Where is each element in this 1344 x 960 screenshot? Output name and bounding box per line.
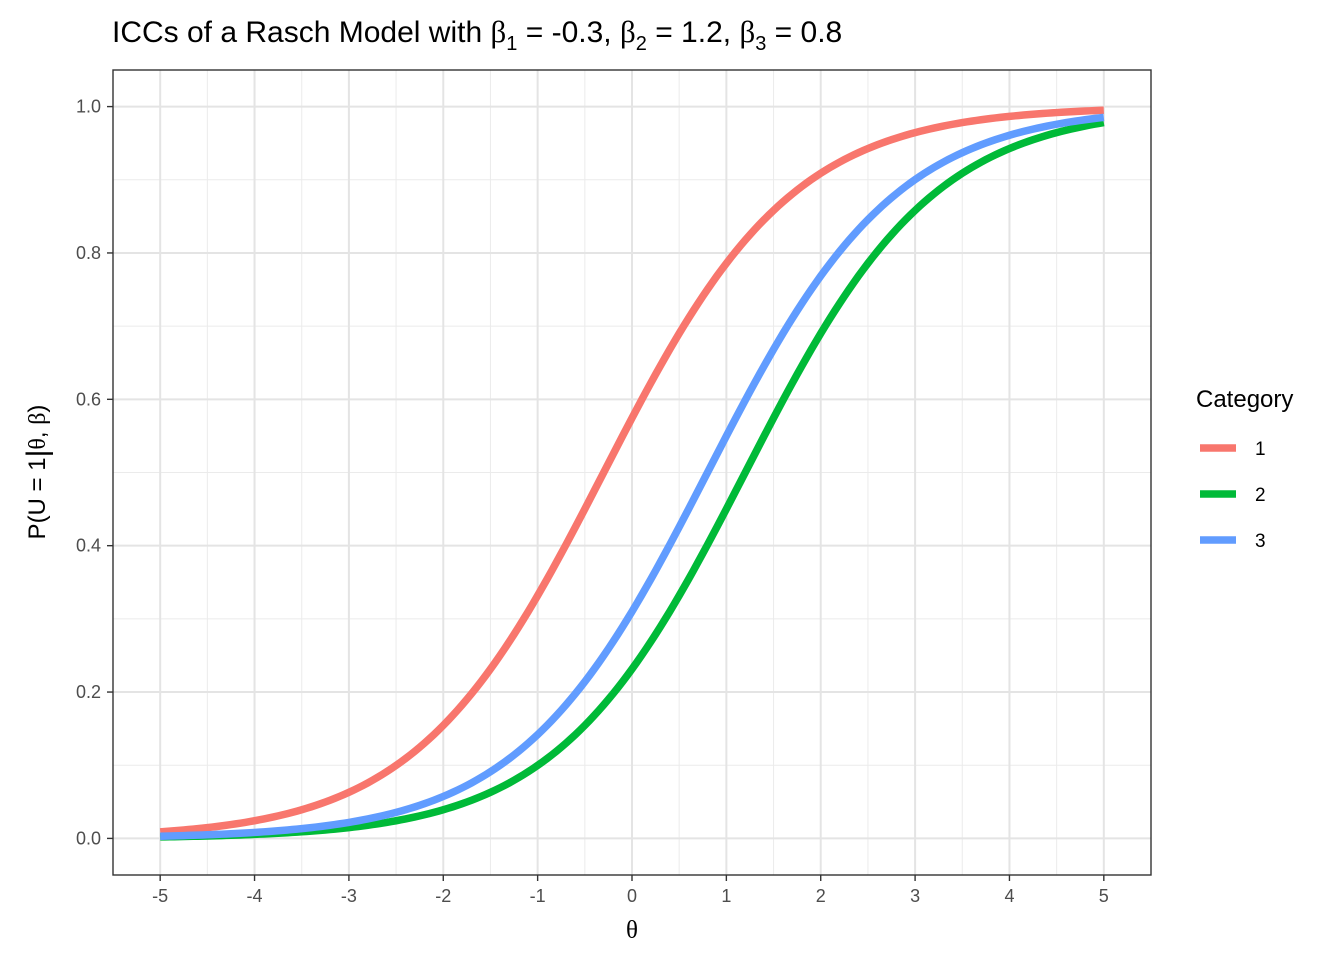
y-tick-label: 1.0 — [76, 97, 101, 117]
y-tick-label: 0.0 — [76, 828, 101, 848]
y-tick-label: 0.2 — [76, 682, 101, 702]
x-tick-label: -2 — [435, 886, 451, 906]
legend-label-2: 2 — [1255, 485, 1266, 506]
x-tick-label: 4 — [1004, 886, 1014, 906]
x-axis-title: θ — [626, 917, 638, 944]
x-axis: -5 -4 -3 -2 -1 0 1 2 3 4 5 — [152, 875, 1109, 906]
x-tick-label: 1 — [721, 886, 731, 906]
legend-title: Category — [1196, 386, 1293, 413]
series-line-1 — [159, 106, 1104, 836]
x-tick-label: -3 — [341, 886, 357, 906]
legend: Category 1 2 3 — [1196, 386, 1293, 552]
x-tick-label: 3 — [910, 886, 920, 906]
x-tick-label: -1 — [530, 886, 546, 906]
series-line-3 — [160, 113, 1105, 840]
x-tick-label: 0 — [627, 886, 637, 906]
series-layer — [159, 106, 1105, 841]
x-tick-label: -5 — [152, 886, 168, 906]
y-tick-label: 0.8 — [76, 243, 101, 263]
legend-label-3: 3 — [1255, 531, 1266, 552]
y-axis-title: P(U = 1|θ, β) — [21, 405, 54, 540]
x-tick-label: 2 — [816, 886, 826, 906]
legend-label-1: 1 — [1255, 439, 1266, 460]
x-tick-label: -4 — [247, 886, 263, 906]
x-tick-label: 5 — [1099, 886, 1109, 906]
chart-title: ICCs of a Rasch Model with β1 = -0.3, β2… — [112, 14, 842, 55]
y-axis: 0.0 0.2 0.4 0.6 0.8 1.0 — [76, 97, 113, 848]
y-tick-label: 0.4 — [76, 536, 101, 556]
major-gridlines — [113, 70, 1151, 875]
y-tick-label: 0.6 — [76, 389, 101, 409]
